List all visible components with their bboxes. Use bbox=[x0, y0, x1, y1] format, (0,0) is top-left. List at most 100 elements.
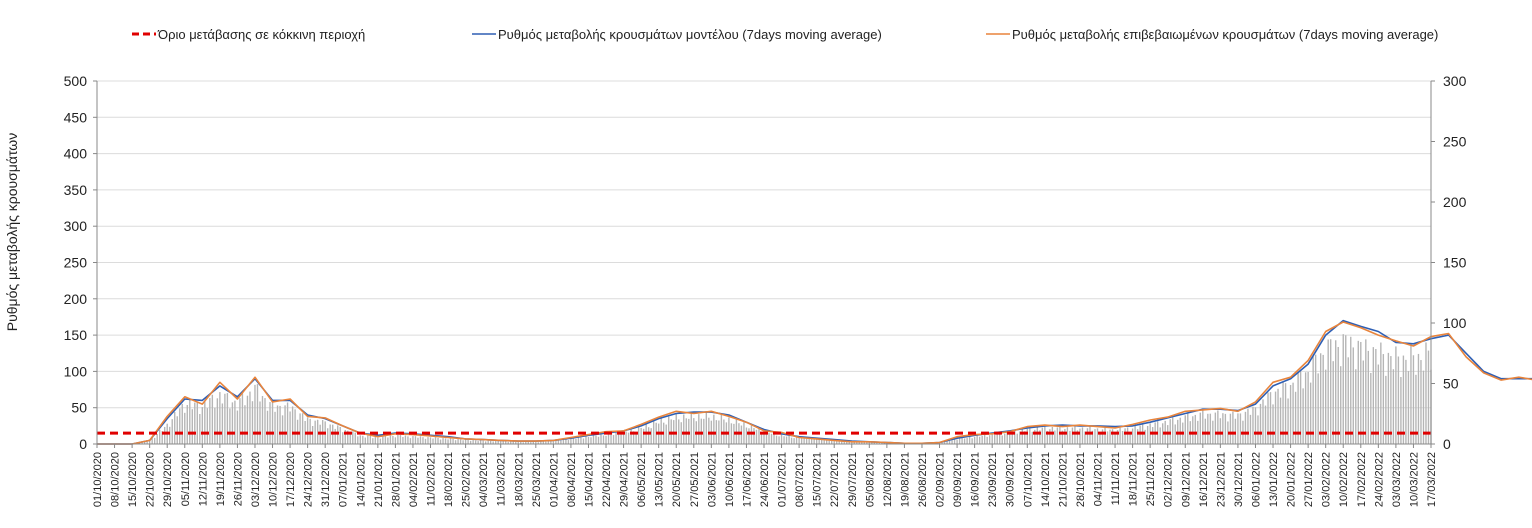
daily-cases-bar bbox=[785, 436, 788, 444]
x-tick-label: 23/12/2021 bbox=[1215, 452, 1227, 507]
y-tick-label: 100 bbox=[64, 363, 88, 379]
daily-cases-bar bbox=[550, 441, 552, 444]
daily-cases-bar bbox=[191, 409, 193, 444]
daily-cases-bar bbox=[1282, 382, 1284, 444]
x-tick-label: 25/02/2021 bbox=[461, 452, 473, 507]
daily-cases-bar bbox=[1079, 428, 1081, 444]
daily-cases-bar bbox=[158, 429, 161, 444]
daily-cases-bar bbox=[1287, 398, 1289, 444]
daily-cases-bar bbox=[948, 440, 951, 444]
daily-cases-bar bbox=[873, 442, 876, 444]
daily-cases-bar bbox=[382, 436, 384, 444]
daily-cases-bar bbox=[1345, 335, 1347, 444]
y-tick-label: 500 bbox=[64, 73, 88, 89]
daily-cases-bar bbox=[1096, 428, 1099, 444]
daily-cases-bar bbox=[713, 414, 715, 444]
daily-cases-bar bbox=[482, 440, 484, 444]
daily-cases-bar bbox=[1051, 426, 1054, 444]
daily-cases-bar bbox=[1172, 417, 1174, 444]
daily-cases-bar bbox=[199, 414, 201, 444]
daily-cases-bar bbox=[1054, 430, 1056, 444]
daily-cases-bar bbox=[1194, 414, 1196, 444]
daily-cases-bar bbox=[983, 434, 986, 444]
daily-cases-bar bbox=[836, 441, 838, 444]
daily-cases-bar bbox=[505, 441, 507, 444]
daily-cases-bar bbox=[264, 398, 266, 444]
daily-cases-bar bbox=[407, 436, 409, 444]
daily-cases-bar bbox=[775, 435, 778, 444]
daily-cases-bar bbox=[417, 437, 419, 444]
daily-cases-bar bbox=[1365, 339, 1367, 444]
daily-cases-bar bbox=[1362, 360, 1364, 444]
daily-cases-bar bbox=[815, 438, 818, 444]
daily-cases-bar bbox=[209, 398, 211, 444]
y-tick-label: 400 bbox=[64, 146, 88, 162]
daily-cases-bar bbox=[1044, 425, 1046, 444]
x-tick-label: 17/12/2020 bbox=[285, 452, 297, 507]
daily-cases-bar bbox=[515, 442, 517, 444]
daily-cases-bar bbox=[642, 428, 645, 444]
daily-cases-bar bbox=[1169, 419, 1171, 444]
daily-cases-bar bbox=[996, 433, 998, 444]
x-tick-label: 18/02/2021 bbox=[443, 452, 455, 507]
daily-cases-bar bbox=[961, 436, 963, 444]
x-tick-label: 19/08/2021 bbox=[899, 452, 911, 507]
daily-cases-bar bbox=[1006, 431, 1008, 444]
daily-cases-bar bbox=[1116, 430, 1119, 444]
daily-cases-bar bbox=[512, 441, 514, 444]
daily-cases-bar bbox=[600, 434, 602, 444]
daily-cases-bar bbox=[866, 442, 868, 444]
daily-cases-bar bbox=[597, 436, 600, 444]
daily-cases-bar bbox=[953, 438, 956, 444]
daily-cases-bar bbox=[1237, 413, 1239, 444]
daily-cases-bar bbox=[143, 441, 146, 444]
daily-cases-bar bbox=[800, 438, 803, 444]
daily-cases-bar bbox=[469, 440, 472, 444]
daily-cases-bar bbox=[1111, 429, 1114, 444]
daily-cases-bar bbox=[1136, 429, 1139, 444]
daily-cases-bar bbox=[244, 405, 246, 444]
daily-cases-bar bbox=[851, 442, 853, 444]
daily-cases-bar bbox=[402, 437, 404, 444]
x-tick-label: 24/06/2021 bbox=[759, 452, 771, 507]
daily-cases-bar bbox=[1272, 404, 1274, 444]
daily-cases-bar bbox=[1014, 429, 1016, 444]
x-tick-label: 08/04/2021 bbox=[566, 452, 578, 507]
daily-cases-bar bbox=[454, 440, 457, 444]
daily-cases-bar bbox=[241, 393, 244, 444]
series-line-confirmed bbox=[97, 321, 1532, 445]
daily-cases-bar bbox=[758, 427, 760, 444]
daily-cases-bar bbox=[552, 441, 555, 444]
x-tick-label: 17/02/2022 bbox=[1356, 452, 1368, 507]
x-tick-label: 01/04/2021 bbox=[548, 452, 560, 507]
daily-cases-bar bbox=[878, 442, 881, 444]
daily-cases-bar bbox=[1312, 356, 1314, 444]
x-tick-label: 27/01/2022 bbox=[1303, 452, 1315, 507]
daily-cases-bar bbox=[793, 438, 795, 444]
daily-cases-bar bbox=[577, 436, 580, 444]
y2-axis-ticks: 0 50 100 150 200 250 300 bbox=[1431, 73, 1467, 452]
x-tick-label: 17/06/2021 bbox=[741, 452, 753, 507]
daily-cases-bar bbox=[362, 435, 364, 444]
y-tick-label: 150 bbox=[64, 327, 88, 343]
daily-cases-bar bbox=[748, 428, 750, 444]
daily-cases-bar bbox=[1262, 399, 1264, 444]
daily-cases-bar bbox=[994, 435, 996, 444]
daily-cases-bar bbox=[625, 431, 627, 444]
daily-cases-bar bbox=[532, 441, 534, 444]
daily-cases-bar bbox=[1337, 346, 1339, 444]
daily-cases-bar bbox=[1292, 382, 1294, 444]
daily-cases-bar bbox=[231, 402, 234, 444]
x-tick-label: 30/09/2021 bbox=[1005, 452, 1017, 507]
daily-cases-bar bbox=[1081, 427, 1084, 444]
daily-cases-bar bbox=[986, 436, 988, 444]
daily-cases-bar bbox=[1146, 425, 1149, 444]
daily-cases-bar bbox=[1405, 359, 1407, 444]
daily-cases-bar bbox=[1284, 383, 1287, 444]
daily-cases-bar bbox=[825, 439, 828, 444]
daily-cases-bar bbox=[1064, 428, 1066, 444]
daily-cases-bar bbox=[459, 439, 462, 444]
daily-cases-bar bbox=[226, 393, 229, 444]
